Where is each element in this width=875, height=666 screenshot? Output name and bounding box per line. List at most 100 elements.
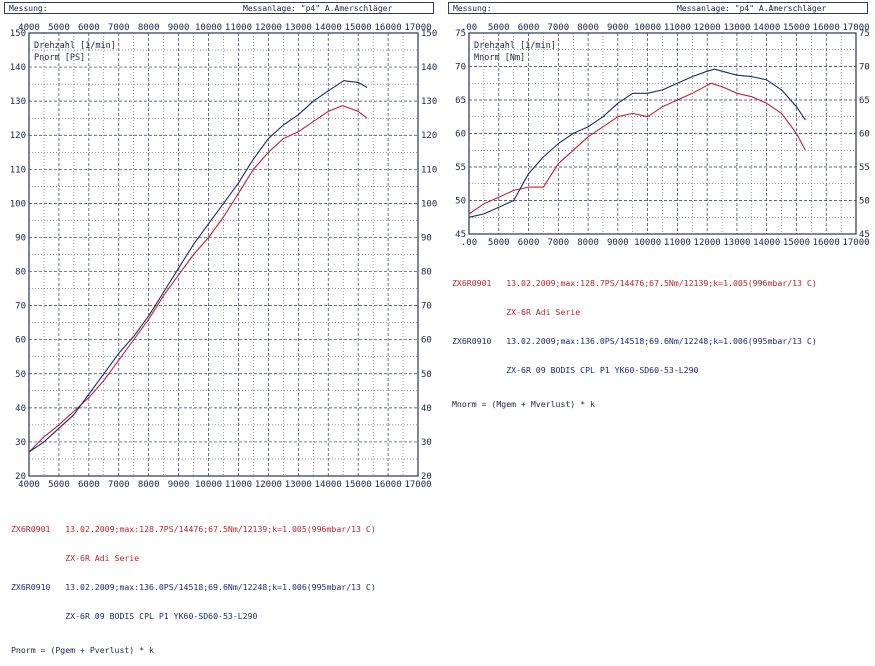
note-line-blue-run: ZX6R0910 13.02.2009;max:136.0PS/14518;69… (452, 335, 817, 346)
x-tick-label-bottom: 16000 (375, 480, 402, 490)
x-tick-label-top: 9000 (607, 23, 629, 33)
y-tick-label-right: 50 (859, 197, 870, 207)
x-tick-label-bottom: 7000 (108, 480, 130, 490)
series-line-zx6r0910 (468, 68, 806, 218)
x-tick-label-bottom: 11000 (664, 238, 691, 248)
y-tick-label-right: 45 (859, 230, 870, 240)
chart-legend-line: Drehzahl [1/min] (34, 41, 116, 51)
x-tick-label-top: 16000 (813, 23, 840, 33)
x-tick-label-bottom: 12000 (255, 480, 282, 490)
x-tick-label-top: 10000 (634, 23, 661, 33)
x-tick-label-top: .00 (461, 23, 477, 33)
chart-legend-line: Pnorm [PS] (34, 53, 85, 63)
y-tick-label-left: 140 (10, 63, 26, 73)
note-line-red-run: ZX6R0901 13.02.2009;max:128.7PS/14476;67… (452, 278, 817, 289)
x-tick-label-top: 14000 (753, 23, 780, 33)
y-tick-label-left: 60 (455, 130, 466, 140)
x-tick-label-bottom: 13000 (723, 238, 750, 248)
header-measurement-label: Messung: (9, 4, 48, 13)
x-tick-label-bottom: 13000 (285, 480, 312, 490)
y-tick-label-right: 40 (421, 404, 432, 414)
y-tick-label-right: 70 (859, 63, 870, 73)
y-tick-label-left: 110 (10, 165, 26, 175)
x-tick-label-top: 8000 (138, 23, 160, 33)
x-tick-label-top: 9000 (168, 23, 190, 33)
y-tick-label-left: 55 (455, 163, 466, 173)
y-tick-label-right: 110 (421, 165, 437, 175)
note-line-red-run-desc: ZX-6R Adi Serie (11, 552, 140, 563)
x-tick-label-top: 5000 (48, 23, 70, 33)
x-tick-label-top: 4000 (18, 23, 40, 33)
x-tick-label-bottom: 8000 (577, 238, 599, 248)
torque-chart: .00 .00 5000 5000 6000 6000 7000 7000 8000 8000 90… (455, 23, 870, 248)
y-tick-label-right: 60 (421, 336, 432, 346)
y-tick-label-right: 75 (859, 29, 870, 39)
y-tick-label-left: 80 (15, 268, 26, 278)
power-chart-notes: ZX6R0901 13.02.2009;max:128.7PS/14476;67… (11, 506, 376, 666)
x-tick-label-top: 6000 (518, 23, 540, 33)
x-tick-label-top: 12000 (694, 23, 721, 33)
y-tick-label-left: 40 (15, 404, 26, 414)
note-line-blue-run-desc: ZX-6R 09 BODIS CPL P1 YK60-SD60-53-L290 (452, 364, 699, 375)
chart-header-right: Messung: Messanlage: "p4" A.Amerschläger (448, 2, 868, 14)
y-tick-label-right: 50 (421, 370, 432, 380)
x-tick-label-bottom: 14000 (753, 238, 780, 248)
y-tick-label-left: 65 (455, 96, 466, 106)
x-tick-label-bottom: 9000 (607, 238, 629, 248)
y-tick-label-right: 120 (421, 131, 437, 141)
y-tick-label-left: 60 (15, 336, 26, 346)
y-tick-label-left: 50 (455, 197, 466, 207)
x-tick-label-bottom: 14000 (315, 480, 342, 490)
formula-line: Mnorm = (Mgem + Mverlust) * k (452, 399, 595, 410)
x-tick-label-top: 17000 (404, 23, 431, 33)
x-tick-label-bottom: 9000 (168, 480, 190, 490)
chart-legend-line: Mnorm [Nm] (474, 53, 525, 63)
x-tick-label-top: 12000 (255, 23, 282, 33)
x-tick-label-bottom: 12000 (694, 238, 721, 248)
header-test-bench-label: Messanlage: "p4" A.Amerschläger (677, 4, 827, 13)
x-tick-label-bottom: 17000 (842, 238, 869, 248)
series-line-zx6r0901 (468, 82, 806, 215)
power-chart: 4000 4000 5000 5000 6000 6000 7000 7000 8000 8000… (10, 23, 438, 490)
y-tick-label-right: 130 (421, 97, 437, 107)
y-tick-label-right: 30 (421, 438, 432, 448)
series-line-zx6r0910 (28, 80, 368, 453)
y-tick-label-left: 50 (15, 370, 26, 380)
x-tick-label-bottom: 10000 (634, 238, 661, 248)
x-tick-label-top: 6000 (78, 23, 100, 33)
x-tick-label-top: 13000 (723, 23, 750, 33)
y-tick-label-right: 65 (859, 96, 870, 106)
y-tick-label-left: 45 (455, 230, 466, 240)
header-measurement-label: Messung: (453, 4, 492, 13)
x-tick-label-top: 14000 (315, 23, 342, 33)
chart-header-left: Messung: Messanlage: "p4" A.Amerschläger (4, 2, 434, 14)
y-tick-label-right: 100 (421, 199, 437, 209)
y-tick-label-left: 90 (15, 233, 26, 243)
y-tick-label-right: 20 (421, 472, 432, 482)
header-test-bench-label: Messanlage: "p4" A.Amerschläger (243, 4, 393, 13)
x-tick-label-top: 5000 (488, 23, 510, 33)
x-tick-label-bottom: 6000 (78, 480, 100, 490)
torque-chart-notes: ZX6R0901 13.02.2009;max:128.7PS/14476;67… (452, 260, 817, 420)
note-line-red-run-desc: ZX-6R Adi Serie (452, 306, 581, 317)
y-tick-label-right: 60 (859, 130, 870, 140)
x-tick-label-bottom: 11000 (225, 480, 252, 490)
x-tick-label-top: 10000 (195, 23, 222, 33)
x-tick-label-bottom: 10000 (195, 480, 222, 490)
y-tick-label-left: 120 (10, 131, 26, 141)
x-tick-label-top: 7000 (108, 23, 130, 33)
x-tick-label-bottom: .00 (461, 238, 477, 248)
x-tick-label-top: 11000 (225, 23, 252, 33)
x-tick-label-bottom: 16000 (813, 238, 840, 248)
formula-line: Pnorm = (Pgem + Pverlust) * k (11, 645, 154, 656)
y-tick-label-left: 20 (15, 472, 26, 482)
plot-frame (28, 32, 419, 477)
note-line-blue-run-desc: ZX-6R 09 BODIS CPL P1 YK60-SD60-53-L290 (11, 610, 258, 621)
x-tick-label-bottom: 8000 (138, 480, 160, 490)
plot-frame (468, 32, 857, 235)
x-tick-label-top: 8000 (577, 23, 599, 33)
y-tick-label-left: 70 (455, 63, 466, 73)
x-tick-label-bottom: 4000 (18, 480, 40, 490)
y-tick-label-right: 90 (421, 233, 432, 243)
x-tick-label-bottom: 5000 (48, 480, 70, 490)
